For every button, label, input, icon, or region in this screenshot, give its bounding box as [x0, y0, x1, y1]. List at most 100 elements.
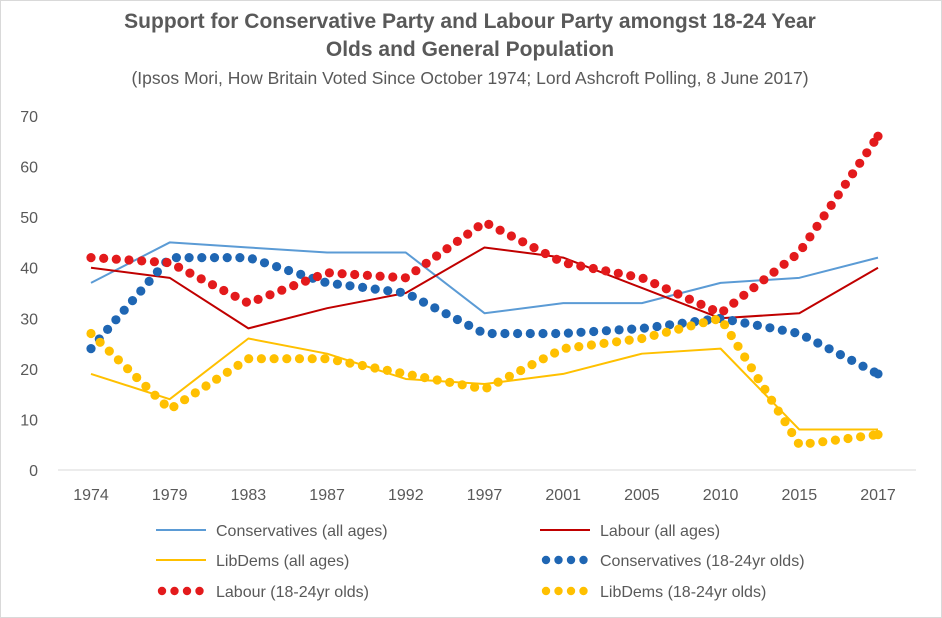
- x-tick-label: 1987: [309, 487, 345, 504]
- series-dot: [711, 315, 721, 325]
- series-dot: [86, 328, 96, 339]
- series-dot: [357, 360, 367, 371]
- series-dot: [382, 365, 392, 375]
- series-dot: [152, 267, 162, 277]
- series-dot: [769, 267, 779, 277]
- series-dot: [525, 328, 535, 339]
- series-dot: [601, 326, 612, 336]
- series-dot: [760, 384, 770, 394]
- series-dot: [777, 325, 787, 335]
- series-dot: [589, 326, 599, 337]
- series-dot: [400, 273, 410, 283]
- series-dot: [174, 262, 184, 272]
- series-dot: [296, 269, 306, 279]
- series-dot: [162, 257, 172, 268]
- series-dot: [201, 381, 211, 391]
- legend-label: Labour (18-24yr olds): [216, 584, 369, 601]
- series-dot: [740, 352, 750, 362]
- series-dot: [862, 148, 872, 158]
- series-dot: [230, 291, 240, 301]
- series-dot: [637, 333, 647, 344]
- series-dot: [312, 271, 322, 282]
- series-dot: [847, 355, 857, 365]
- series-dot: [848, 169, 858, 179]
- series-dot: [103, 324, 113, 334]
- series-dot: [470, 382, 480, 392]
- series-dot: [388, 272, 398, 282]
- series-dot: [835, 350, 846, 360]
- series-dot: [345, 281, 355, 291]
- legend-swatch-dot: [566, 555, 576, 565]
- series-dot: [787, 427, 797, 438]
- series-dot: [464, 320, 474, 330]
- series-dot: [639, 323, 650, 333]
- x-tick-label: 1983: [231, 487, 267, 504]
- series-dot: [159, 399, 169, 409]
- series-dot: [420, 373, 430, 383]
- series-dot: [649, 330, 659, 340]
- chart-title-line-2: Olds and General Population: [325, 38, 615, 61]
- series-dot: [726, 330, 736, 341]
- series-dot: [601, 266, 611, 276]
- series-dot: [650, 279, 660, 289]
- series-dot: [124, 255, 134, 265]
- series-dot: [136, 286, 146, 296]
- series-dot: [430, 303, 440, 313]
- series-dot: [550, 348, 560, 358]
- series-dot: [445, 377, 455, 387]
- series-dot: [395, 287, 405, 297]
- series-dot: [196, 274, 206, 284]
- series-dot: [111, 254, 121, 264]
- series-dot: [256, 354, 266, 364]
- series-dots: [86, 131, 883, 316]
- series-dot: [529, 243, 539, 253]
- series-dot: [104, 346, 114, 356]
- series-dot: [452, 314, 462, 325]
- series-dot: [272, 262, 282, 272]
- series-dot: [765, 323, 775, 333]
- series-dot: [197, 253, 207, 263]
- series-dot: [586, 340, 597, 350]
- series-dot: [86, 253, 96, 263]
- series-dot: [383, 286, 393, 296]
- y-tick-label: 10: [20, 412, 38, 429]
- legend-swatch-dot: [579, 555, 588, 565]
- series-dot: [119, 305, 129, 315]
- series-dot: [432, 375, 442, 385]
- x-tick-label: 2010: [703, 487, 739, 504]
- series-dot: [132, 372, 142, 383]
- series-dot: [324, 268, 334, 278]
- series-dot: [576, 261, 586, 271]
- series-dot: [780, 417, 790, 427]
- series-dot: [824, 344, 834, 354]
- series-dot: [518, 237, 528, 247]
- series-dot: [418, 297, 429, 307]
- series-dot: [150, 390, 160, 400]
- series-dot: [407, 370, 417, 380]
- legend-swatch-dot: [566, 586, 576, 596]
- series-dot: [180, 395, 190, 405]
- series-dot: [457, 380, 467, 390]
- axes: 0 10 20 30 40 50 60 70 1974 1979 1983 1987 1992 1997 2…: [20, 109, 916, 504]
- series-dot: [493, 377, 503, 387]
- series-dot: [674, 324, 684, 334]
- chart-title: Support for Conservative Party and Labou…: [0, 8, 940, 64]
- plot-area: [86, 131, 883, 448]
- series-dot: [733, 341, 743, 351]
- series-dot: [95, 337, 105, 347]
- series-dot: [209, 253, 220, 263]
- series-dot: [740, 318, 750, 328]
- series-dot: [332, 279, 342, 289]
- series-line: [90, 246, 879, 330]
- series-dot: [661, 284, 671, 294]
- legend-swatch-dot: [541, 555, 551, 565]
- series-dot: [773, 406, 783, 416]
- series-dot: [370, 363, 380, 373]
- series-dot: [219, 285, 229, 296]
- series-dot: [375, 271, 385, 281]
- series-dot: [411, 266, 421, 276]
- series-dot: [729, 298, 739, 308]
- series-dot: [746, 363, 757, 373]
- x-tick-label: 1997: [467, 487, 503, 504]
- series-dot: [574, 342, 584, 352]
